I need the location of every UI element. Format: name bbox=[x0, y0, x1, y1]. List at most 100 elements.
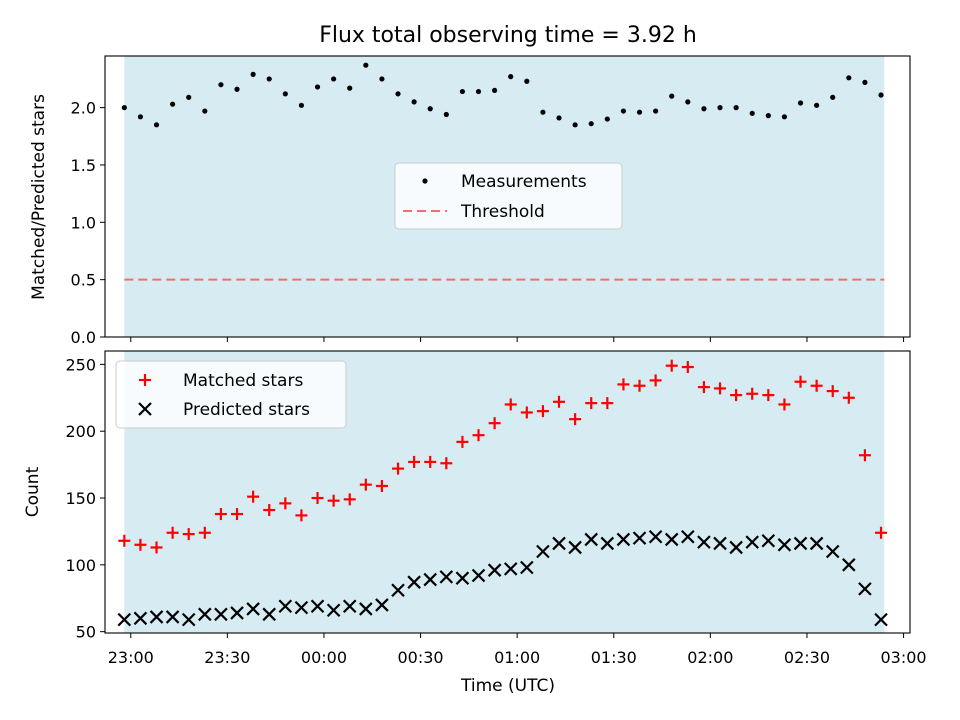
matched-star-point bbox=[762, 389, 775, 402]
matched-star-point bbox=[520, 406, 533, 419]
bottom-y-axis: 50 100 150 200 250 bbox=[65, 355, 105, 642]
legend-matched-label: Matched stars bbox=[183, 371, 303, 391]
measurement-point bbox=[427, 106, 433, 112]
measurement-point bbox=[153, 122, 160, 128]
measurement-point bbox=[395, 91, 401, 97]
matched-star-point bbox=[375, 479, 388, 492]
top-y-tick-label: 0.5 bbox=[71, 271, 96, 290]
matched-star-point bbox=[553, 395, 566, 408]
predicted-star-point bbox=[165, 610, 180, 624]
predicted-star-point bbox=[133, 611, 148, 626]
predicted-star-point bbox=[568, 540, 582, 555]
matched-star-point bbox=[166, 526, 179, 539]
predicted-star-point bbox=[310, 599, 325, 614]
predicted-star-point bbox=[793, 536, 808, 551]
measurement-point bbox=[218, 82, 224, 88]
predicted-star-point bbox=[471, 568, 486, 583]
predicted-star-point bbox=[294, 600, 309, 615]
matched-star-point bbox=[826, 385, 839, 398]
top-y-tick-label: 0.0 bbox=[71, 328, 96, 347]
measurement-point bbox=[266, 76, 272, 82]
predicted-star-point bbox=[503, 562, 518, 576]
predicted-star-point bbox=[729, 540, 743, 555]
measurement-point bbox=[636, 109, 643, 115]
x-tick-label: 02:30 bbox=[784, 648, 830, 667]
matched-star-point bbox=[488, 417, 501, 430]
bottom-y-axis-label: Count bbox=[23, 466, 43, 517]
measurement-point bbox=[765, 113, 771, 119]
measurement-point bbox=[121, 105, 127, 111]
predicted-star-point bbox=[761, 534, 776, 548]
x-tick-label: 01:30 bbox=[591, 648, 637, 667]
predicted-star-point bbox=[391, 583, 405, 598]
predicted-star-point bbox=[584, 532, 598, 547]
predicted-star-point bbox=[697, 535, 711, 549]
matched-star-point bbox=[343, 493, 356, 506]
matched-star-point bbox=[730, 389, 743, 402]
measurement-point bbox=[508, 74, 514, 80]
matched-star-point bbox=[440, 457, 453, 470]
measurement-point bbox=[170, 101, 176, 107]
matched-star-point bbox=[279, 497, 292, 510]
measurement-point bbox=[459, 88, 466, 95]
predicted-star-point bbox=[439, 570, 454, 584]
x-tick-label: 02:00 bbox=[687, 648, 733, 667]
measurement-point bbox=[443, 111, 449, 118]
matched-star-point bbox=[392, 462, 405, 475]
measurement-point bbox=[653, 108, 659, 114]
predicted-star-point bbox=[117, 612, 132, 627]
measurement-point bbox=[540, 109, 546, 115]
bottom-y-tick-label: 200 bbox=[65, 422, 96, 441]
top-y-tick-label: 1.0 bbox=[71, 213, 96, 232]
predicted-star-point bbox=[278, 599, 293, 614]
predicted-star-point bbox=[777, 538, 792, 552]
matched-star-point bbox=[681, 361, 694, 374]
measurement-point bbox=[830, 94, 836, 100]
top-points bbox=[121, 62, 884, 128]
legend-predicted-label: Predicted stars bbox=[183, 400, 310, 420]
predicted-star-point bbox=[214, 607, 228, 622]
predicted-star-point bbox=[664, 532, 679, 547]
measurement-point bbox=[846, 75, 852, 81]
measurement-point bbox=[669, 93, 675, 99]
x-tick-label: 00:30 bbox=[398, 648, 444, 667]
measurement-point bbox=[202, 108, 208, 114]
predicted-star-point bbox=[681, 529, 695, 544]
matched-star-point bbox=[472, 429, 485, 442]
top-legend: Measurements Threshold bbox=[394, 162, 623, 230]
predicted-star-point bbox=[342, 599, 357, 614]
matched-star-point bbox=[263, 504, 276, 517]
top-y-tick-label: 1.5 bbox=[71, 156, 96, 175]
matched-star-point bbox=[585, 397, 598, 410]
measurement-point bbox=[685, 99, 691, 105]
predicted-star-point bbox=[616, 532, 631, 547]
measurement-point bbox=[186, 94, 192, 100]
legend-matched-marker bbox=[139, 374, 151, 386]
measurement-point bbox=[331, 76, 337, 82]
predicted-star-point bbox=[520, 560, 534, 575]
legend-measurements-marker bbox=[422, 178, 428, 184]
measurement-point bbox=[588, 121, 594, 127]
measurement-point bbox=[234, 86, 240, 92]
predicted-star-point bbox=[407, 575, 421, 589]
bottom-points bbox=[117, 359, 888, 627]
matched-star-point bbox=[295, 509, 308, 522]
x-tick-label: 01:00 bbox=[494, 648, 540, 667]
bottom-legend-box bbox=[115, 360, 347, 429]
x-tick-label: 03:00 bbox=[881, 648, 927, 667]
matched-star-point bbox=[794, 375, 807, 388]
x-tick-label: 23:00 bbox=[108, 648, 154, 667]
predicted-star-point bbox=[198, 607, 212, 622]
matched-star-point bbox=[858, 449, 871, 462]
matched-star-point bbox=[198, 526, 211, 539]
top-x-ticks bbox=[130, 337, 905, 342]
matched-star-point bbox=[649, 374, 662, 387]
legend-measurements-label: Measurements bbox=[461, 172, 587, 192]
matched-star-point bbox=[601, 397, 614, 410]
predicted-star-point bbox=[359, 602, 373, 616]
matched-star-point bbox=[182, 528, 195, 541]
predicted-star-point bbox=[858, 582, 872, 596]
bottom-legend: Matched stars Predicted stars bbox=[115, 360, 347, 429]
matched-star-point bbox=[150, 541, 163, 554]
